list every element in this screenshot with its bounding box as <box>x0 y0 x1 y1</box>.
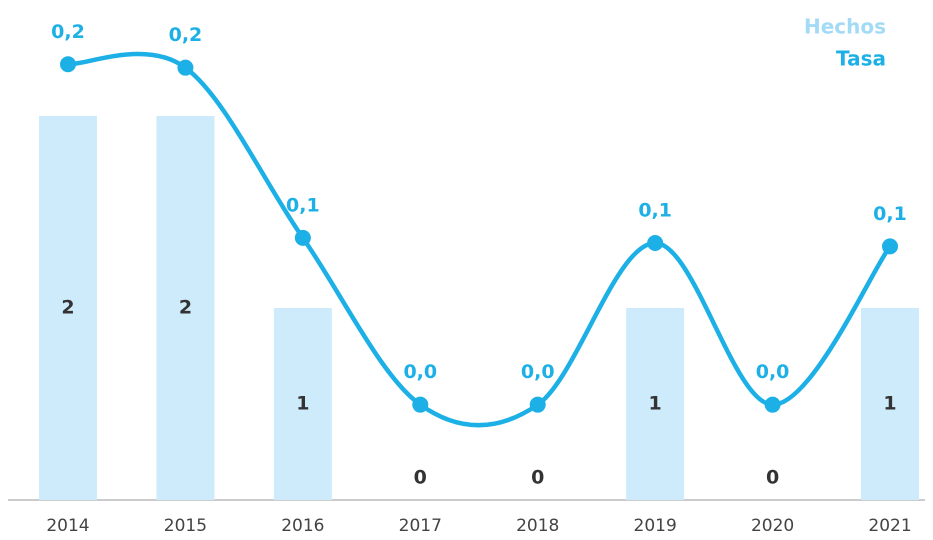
x-tick-label: 2015 <box>164 516 207 536</box>
legend-label: Tasa <box>836 47 886 71</box>
x-tick-label: 2014 <box>46 516 89 536</box>
x-tick-label: 2020 <box>751 516 794 536</box>
bar-label: 0 <box>531 467 544 489</box>
line-point <box>412 396 429 413</box>
bar <box>39 116 97 500</box>
line-point <box>60 56 76 73</box>
line <box>67 51 892 428</box>
line-label: 0,0 <box>403 361 437 383</box>
bar <box>273 308 332 500</box>
line-label: 0,0 <box>521 361 555 383</box>
x-tick-label: 2017 <box>399 516 442 536</box>
line-point <box>647 234 664 251</box>
x-tick-label: 2018 <box>516 516 559 536</box>
x-tick-label: 2021 <box>868 516 911 536</box>
bar-label: 2 <box>61 297 74 319</box>
bar <box>861 308 920 500</box>
bar-label: 1 <box>883 393 896 415</box>
legend-label: Hechos <box>804 15 886 39</box>
line-label: 0,1 <box>873 203 907 225</box>
bar <box>626 308 685 500</box>
bar-label: 2 <box>179 297 192 319</box>
line-point <box>764 396 781 413</box>
x-tick-label: 2019 <box>634 516 677 536</box>
bar-label: 1 <box>296 393 309 415</box>
line-point <box>529 396 546 413</box>
line-label: 0,2 <box>169 24 203 46</box>
bar <box>156 116 215 500</box>
bar-label: 0 <box>766 467 779 489</box>
line-label: 0,0 <box>756 361 790 383</box>
line-point <box>882 238 899 255</box>
x-tick-label: 2016 <box>281 516 324 536</box>
bar-label: 1 <box>649 393 662 415</box>
line-label: 0,2 <box>51 21 85 43</box>
line-point <box>294 229 311 246</box>
line-point <box>177 59 194 76</box>
line-label: 0,1 <box>638 199 672 221</box>
line-label: 0,1 <box>286 194 320 216</box>
bar-label: 0 <box>414 467 427 489</box>
